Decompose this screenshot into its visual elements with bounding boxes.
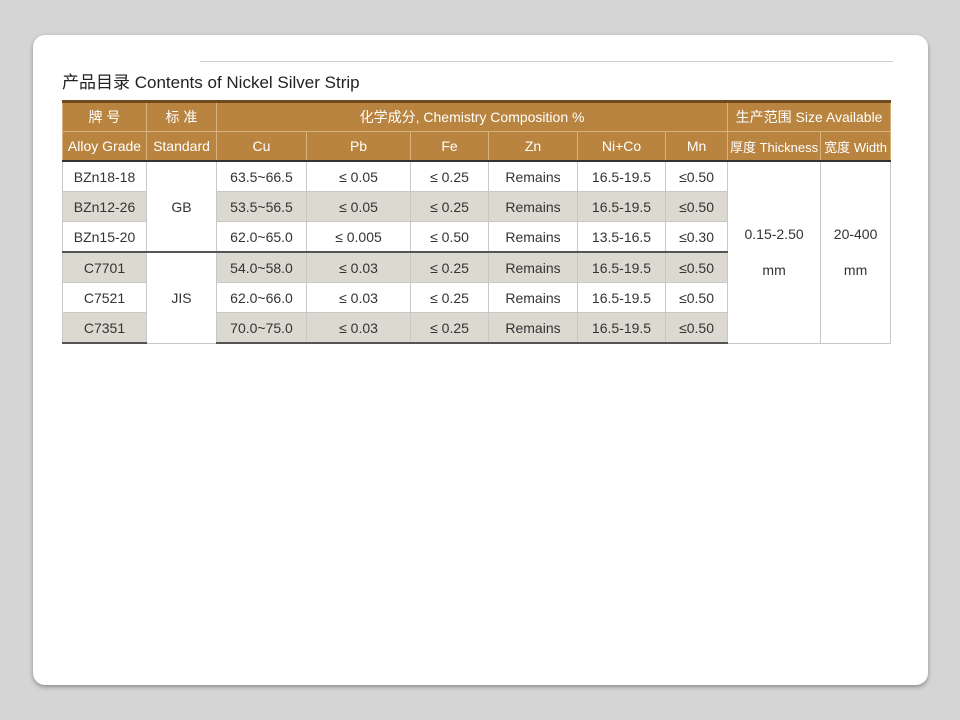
cell-zn: Remains [488, 282, 578, 313]
header-cu: Cu [216, 131, 307, 162]
cell-nico: 16.5-19.5 [577, 191, 666, 222]
cell-mn: ≤0.50 [664, 312, 729, 344]
cell-grade: BZn18-18 [62, 160, 147, 192]
cell-mn: ≤0.50 [664, 160, 729, 192]
cell-nico: 16.5-19.5 [577, 282, 666, 313]
cell-grade: C7351 [62, 312, 147, 344]
cell-pb: ≤ 0.03 [306, 282, 411, 313]
cell-pb: ≤ 0.005 [306, 221, 411, 253]
cell-nico: 16.5-19.5 [577, 251, 666, 283]
cell-zn: Remains [488, 312, 578, 344]
cell-standard: JIS [146, 251, 217, 344]
table-row: C7701 JIS 54.0~58.0 ≤ 0.03 ≤ 0.25 Remains 16.5… [62, 251, 891, 344]
cell-grade: BZn15-20 [62, 221, 147, 253]
header-zn: Zn [488, 131, 578, 162]
product-table: 牌 号 标 准 化学成分, Chemistry Composition % 生产… [62, 100, 892, 344]
header-thickness: 厚度 Thickness [727, 131, 822, 162]
cell-mn: ≤0.50 [664, 282, 729, 313]
cell-grade: C7701 [62, 251, 147, 283]
cell-pb: ≤ 0.05 [306, 191, 411, 222]
cell-fe: ≤ 0.50 [410, 221, 489, 253]
table-row: BZn15-20 62.0~65.0 ≤ 0.005 ≤ 0.50 Remains 13.… [62, 221, 891, 253]
cell-fe: ≤ 0.25 [410, 312, 489, 344]
cell-nico: 13.5-16.5 [577, 221, 666, 253]
cell-thickness: 0.15-2.50 mm [727, 160, 822, 344]
cell-mn: ≤0.50 [664, 191, 729, 222]
table-row: C7351 70.0~75.0 ≤ 0.03 ≤ 0.25 Remains 16.5-19… [62, 312, 891, 344]
cell-mn: ≤0.30 [664, 221, 729, 253]
cell-thickness-line: mm [762, 262, 786, 279]
cell-pb: ≤ 0.03 [306, 312, 411, 344]
cell-fe: ≤ 0.25 [410, 160, 489, 192]
cell-mn: ≤0.50 [664, 251, 729, 283]
cell-width: 20-400 mm [820, 160, 892, 344]
cell-cu: 62.0~66.0 [216, 282, 307, 313]
cell-standard: GB [146, 160, 217, 253]
cell-grade: C7521 [62, 282, 147, 313]
cell-grade: BZn12-26 [62, 191, 147, 222]
header-pb: Pb [306, 131, 411, 162]
cell-cu: 63.5~66.5 [216, 160, 307, 192]
header-width: 宽度 Width [820, 131, 892, 162]
header-grade-cn: 牌 号 [62, 100, 147, 132]
table-row: BZn18-18 GB 63.5~66.5 ≤ 0.05 ≤ 0.25 Remains 16… [62, 160, 892, 344]
header-chemistry: 化学成分, Chemistry Composition % [215, 100, 729, 132]
cell-cu: 70.0~75.0 [216, 312, 307, 344]
cell-cu: 54.0~58.0 [216, 251, 307, 283]
cell-nico: 16.5-19.5 [577, 160, 666, 192]
header-fe: Fe [410, 131, 489, 162]
cell-zn: Remains [488, 251, 578, 283]
cell-cu: 53.5~56.5 [216, 191, 307, 222]
table-row: BZn12-26 53.5~56.5 ≤ 0.05 ≤ 0.25 Remains 16.5… [62, 191, 891, 222]
cell-zn: Remains [488, 221, 578, 253]
cell-zn: Remains [488, 191, 578, 222]
header-nico: Ni+Co [577, 131, 666, 162]
cell-fe: ≤ 0.25 [410, 191, 489, 222]
cell-pb: ≤ 0.03 [306, 251, 411, 283]
page-title: 产品目录 Contents of Nickel Silver Strip [62, 73, 360, 92]
cell-width-line: mm [843, 262, 868, 279]
cell-nico: 16.5-19.5 [577, 312, 666, 344]
cell-fe: ≤ 0.25 [410, 282, 489, 313]
header-grade: Alloy Grade [62, 131, 147, 162]
cell-pb: ≤ 0.05 [306, 160, 411, 192]
header-mn: Mn [664, 131, 729, 162]
divider [200, 61, 893, 62]
header-size: 生产范围 Size Available [727, 100, 892, 132]
table-row: C7521 62.0~66.0 ≤ 0.03 ≤ 0.25 Remains 16.5-19… [62, 282, 891, 313]
header-standard: Standard [146, 131, 217, 162]
cell-fe: ≤ 0.25 [410, 251, 489, 283]
cell-zn: Remains [488, 160, 578, 192]
header-standard-cn: 标 准 [146, 100, 217, 132]
cell-cu: 62.0~65.0 [216, 221, 307, 253]
cell-thickness-line: 0.15-2.50 [744, 226, 804, 243]
cell-width-line: 20-400 [833, 226, 878, 243]
